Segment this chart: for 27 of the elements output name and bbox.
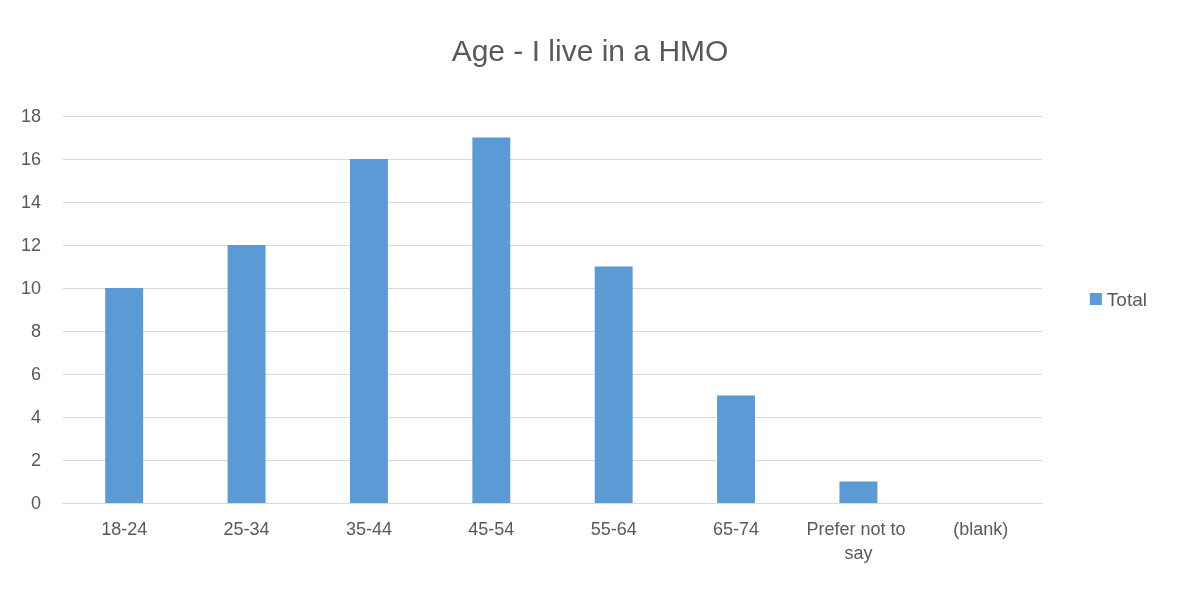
y-tick-label: 12 — [20, 235, 41, 255]
bar — [594, 266, 633, 503]
x-tick-label: 65-74 — [713, 519, 760, 539]
y-tick-label: 4 — [30, 407, 41, 427]
x-tick-label: 35-44 — [345, 519, 392, 539]
bar — [717, 395, 756, 503]
y-tick-label: 10 — [20, 278, 41, 298]
bar — [227, 245, 266, 503]
bar — [472, 137, 511, 503]
y-tick-label: 18 — [20, 106, 41, 126]
y-tick-label: 8 — [30, 321, 41, 341]
y-tick-label: 14 — [20, 192, 41, 212]
x-tick-label: Prefer not to say — [806, 519, 911, 563]
y-tick-label: 2 — [30, 450, 41, 470]
chart-title: Age - I live in a HMO — [451, 33, 729, 67]
y-tick-label: 0 — [30, 493, 41, 513]
x-tick-label: 45-54 — [468, 519, 515, 539]
x-tick-label: (blank) — [953, 519, 1009, 539]
x-tick-label: 18-24 — [101, 519, 148, 539]
x-tick-label: 55-64 — [590, 519, 637, 539]
bar — [105, 288, 144, 503]
bar — [839, 481, 878, 503]
bar — [349, 159, 388, 503]
x-tick-label: 25-34 — [223, 519, 270, 539]
y-tick-label: 16 — [20, 149, 41, 169]
legend-label: Total — [1106, 288, 1148, 310]
y-tick-label: 6 — [30, 364, 41, 384]
